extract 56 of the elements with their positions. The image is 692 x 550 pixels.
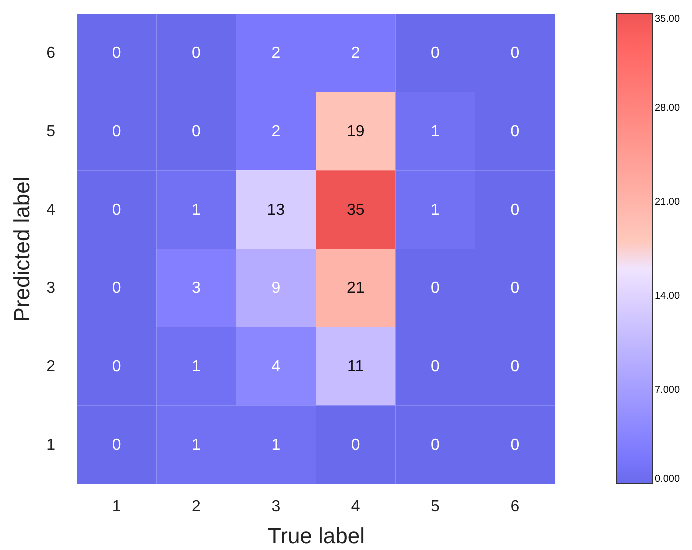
- data-label: 0: [431, 436, 440, 454]
- data-label: 1: [272, 436, 281, 454]
- data-label: 1: [431, 124, 440, 140]
- data-label: 2: [272, 124, 281, 140]
- data-label: 0: [112, 436, 122, 454]
- x-tick-label: 3: [272, 498, 281, 516]
- data-label: 2: [351, 45, 360, 62]
- data-label: 0: [112, 45, 122, 62]
- data-label: 0: [112, 202, 122, 219]
- data-label: 0: [192, 45, 202, 62]
- data-label: 3: [192, 280, 202, 298]
- x-tick-label: 5: [431, 498, 440, 516]
- data-label: 0: [431, 280, 440, 298]
- x-tick-label: 1: [112, 498, 122, 516]
- y-axis-title: Predicted label: [10, 176, 35, 322]
- y-tick-label: 6: [46, 45, 56, 62]
- data-label: 0: [510, 436, 520, 454]
- data-label: 1: [192, 436, 202, 454]
- data-label: 4: [272, 358, 281, 376]
- y-tick-label: 4: [46, 202, 56, 219]
- data-label: 0: [192, 124, 202, 140]
- x-axis-title: True label: [268, 524, 366, 548]
- data-label: 13: [267, 202, 286, 219]
- data-label: 1: [192, 202, 202, 219]
- data-label: 0: [351, 436, 360, 454]
- x-tick-label: 6: [510, 498, 520, 516]
- data-label: 35: [346, 202, 365, 219]
- data-label: 0: [510, 202, 520, 219]
- color-bar-label: 21.00: [655, 197, 680, 208]
- data-label: 0: [112, 124, 122, 140]
- data-label: 0: [112, 358, 122, 376]
- data-label: 1: [431, 202, 440, 219]
- color-bar-label: 14.00: [655, 291, 680, 302]
- data-label: 2: [272, 45, 281, 62]
- color-bar-label: 35.00: [655, 14, 680, 25]
- data-label: 11: [348, 358, 364, 376]
- color-bar-label: 7.000: [655, 385, 680, 396]
- data-label: 21: [346, 280, 365, 298]
- data-label: 0: [510, 124, 520, 140]
- data-label: 0: [510, 280, 520, 298]
- data-label: 0: [510, 45, 520, 62]
- data-label: 0: [112, 280, 122, 298]
- y-tick-label: 2: [46, 358, 56, 376]
- data-label: 0: [510, 358, 520, 376]
- color-bar-label: 28.00: [655, 103, 680, 114]
- color-bar-label: 0.000: [655, 474, 680, 485]
- y-tick-label: 1: [46, 436, 56, 454]
- data-label: 1: [192, 358, 202, 376]
- y-tick-label: 5: [46, 124, 56, 140]
- x-tick-label: 2: [192, 498, 202, 516]
- data-label: 0: [431, 45, 440, 62]
- data-label: 0: [431, 358, 440, 376]
- data-label: 9: [272, 280, 281, 298]
- y-tick-label: 3: [46, 280, 56, 298]
- x-tick-label: 4: [351, 498, 360, 516]
- data-label: 19: [346, 124, 365, 140]
